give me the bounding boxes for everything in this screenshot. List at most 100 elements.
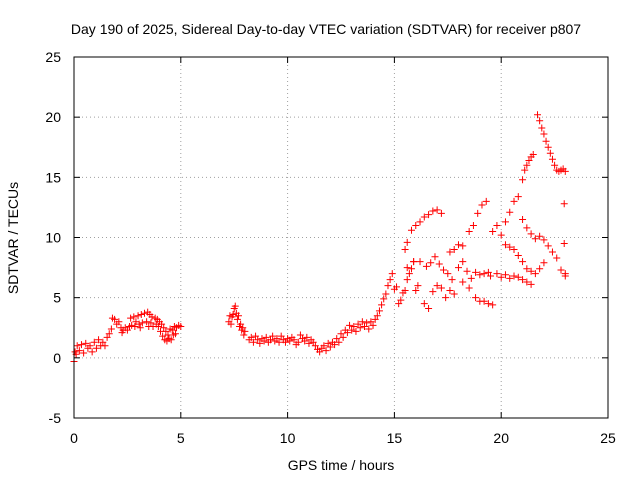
data-point [123, 326, 131, 334]
data-point [241, 327, 249, 335]
data-point [168, 326, 176, 334]
x-axis-label: GPS time / hours [288, 457, 395, 473]
data-point [134, 312, 142, 320]
data-point [480, 297, 488, 305]
data-point [360, 323, 368, 331]
data-point [384, 282, 392, 290]
data-point [331, 341, 339, 349]
y-tick-label: 5 [53, 290, 61, 306]
data-point [546, 149, 554, 157]
data-point [420, 300, 428, 308]
data-point [137, 311, 145, 319]
data-point [290, 336, 298, 344]
data-point [529, 150, 537, 158]
data-point [171, 330, 179, 338]
data-point [534, 111, 542, 119]
grid-lines [74, 57, 608, 418]
data-point [111, 315, 119, 323]
data-point [160, 324, 168, 332]
data-point [493, 221, 501, 229]
data-point [80, 349, 88, 357]
data-point [553, 254, 561, 262]
data-point [536, 232, 544, 240]
data-point [431, 253, 439, 261]
data-point [369, 321, 377, 329]
data-point [99, 338, 107, 346]
data-point [105, 330, 113, 338]
data-point [378, 301, 386, 309]
data-point [472, 294, 480, 302]
data-point [519, 215, 527, 223]
data-point [326, 343, 334, 351]
data-point [301, 337, 309, 345]
data-point [561, 272, 569, 280]
data-point [90, 338, 98, 346]
data-point [551, 161, 559, 169]
data-point [476, 271, 484, 279]
data-point [493, 270, 501, 278]
data-point [320, 342, 328, 350]
data-point [107, 325, 115, 333]
data-point [88, 348, 96, 356]
data-point [536, 265, 544, 273]
data-point [177, 323, 185, 331]
data-point [375, 307, 383, 315]
data-point [273, 335, 281, 343]
data-point [130, 313, 138, 321]
data-point [275, 338, 283, 346]
data-point [254, 336, 262, 344]
y-axis-label: SDTVAR / TECUs [5, 182, 21, 294]
data-point [386, 276, 394, 284]
data-point [489, 227, 497, 235]
data-point [531, 235, 539, 243]
data-point [101, 342, 109, 350]
data-point [382, 290, 390, 298]
data-point [95, 336, 103, 344]
data-point [440, 266, 448, 274]
data-point [527, 280, 535, 288]
data-point [527, 230, 535, 238]
data-point [405, 270, 413, 278]
data-point [425, 304, 433, 312]
x-tick-label: 10 [280, 430, 296, 446]
data-point [388, 270, 396, 278]
data-point [158, 320, 166, 328]
y-tick-label: 10 [45, 230, 61, 246]
data-point [239, 324, 247, 332]
data-point [474, 209, 482, 217]
data-point [484, 300, 492, 308]
data-point [442, 294, 450, 302]
data-point [407, 265, 415, 273]
data-point [482, 197, 490, 205]
data-point [514, 193, 522, 201]
data-point [538, 124, 546, 132]
data-point [371, 315, 379, 323]
data-point [365, 325, 373, 333]
data-point [159, 332, 167, 340]
data-point [467, 274, 475, 282]
data-point [260, 337, 268, 345]
data-point [75, 347, 83, 355]
data-point [519, 258, 527, 266]
data-point [514, 252, 522, 260]
data-point [437, 209, 445, 217]
data-point [435, 260, 443, 268]
data-point [450, 246, 458, 254]
data-point [425, 211, 433, 219]
data-point [269, 332, 277, 340]
data-point [544, 143, 552, 151]
data-point [227, 320, 235, 328]
data-point [167, 336, 175, 344]
data-point [446, 248, 454, 256]
data-point [459, 242, 467, 250]
data-point [256, 339, 264, 347]
data-point [350, 323, 358, 331]
data-point [135, 320, 143, 328]
data-point [233, 315, 241, 323]
data-point [136, 324, 144, 332]
data-point [322, 347, 330, 355]
data-point [560, 240, 568, 248]
data-point [540, 236, 548, 244]
data-point [427, 259, 435, 267]
data-point [346, 321, 354, 329]
